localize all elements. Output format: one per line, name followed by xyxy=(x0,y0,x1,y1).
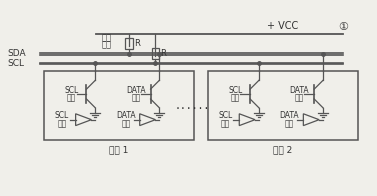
Text: 输出: 输出 xyxy=(285,119,294,128)
Text: 输入: 输入 xyxy=(295,93,304,103)
Text: SCL: SCL xyxy=(218,111,233,120)
Text: DATA: DATA xyxy=(280,111,299,120)
Text: DATA: DATA xyxy=(116,111,136,120)
Text: R: R xyxy=(134,39,139,48)
Text: 输出: 输出 xyxy=(57,119,66,128)
Text: + VCC: + VCC xyxy=(267,21,298,31)
Text: ......: ...... xyxy=(174,101,210,111)
Text: DATA: DATA xyxy=(290,86,309,95)
Text: SCL: SCL xyxy=(228,86,242,95)
Bar xyxy=(125,38,133,49)
Text: ①: ① xyxy=(338,22,348,32)
Text: 输出: 输出 xyxy=(221,119,230,128)
Bar xyxy=(208,71,357,140)
Text: SCL: SCL xyxy=(64,86,79,95)
Bar xyxy=(152,48,159,59)
Text: 输入: 输入 xyxy=(131,93,140,103)
Text: 器件 2: 器件 2 xyxy=(273,145,292,154)
Text: R: R xyxy=(160,49,166,58)
Text: 输入: 输入 xyxy=(67,93,76,103)
Text: 输出: 输出 xyxy=(121,119,130,128)
Text: SCL: SCL xyxy=(55,111,69,120)
Text: 器件 1: 器件 1 xyxy=(109,145,129,154)
Text: SCL: SCL xyxy=(8,59,25,68)
Text: 输入: 输入 xyxy=(231,93,240,103)
Text: DATA: DATA xyxy=(126,86,146,95)
Bar xyxy=(44,71,194,140)
Text: SDA: SDA xyxy=(8,49,26,58)
Text: 电阻: 电阻 xyxy=(101,41,111,50)
Text: 上拉: 上拉 xyxy=(101,34,111,43)
